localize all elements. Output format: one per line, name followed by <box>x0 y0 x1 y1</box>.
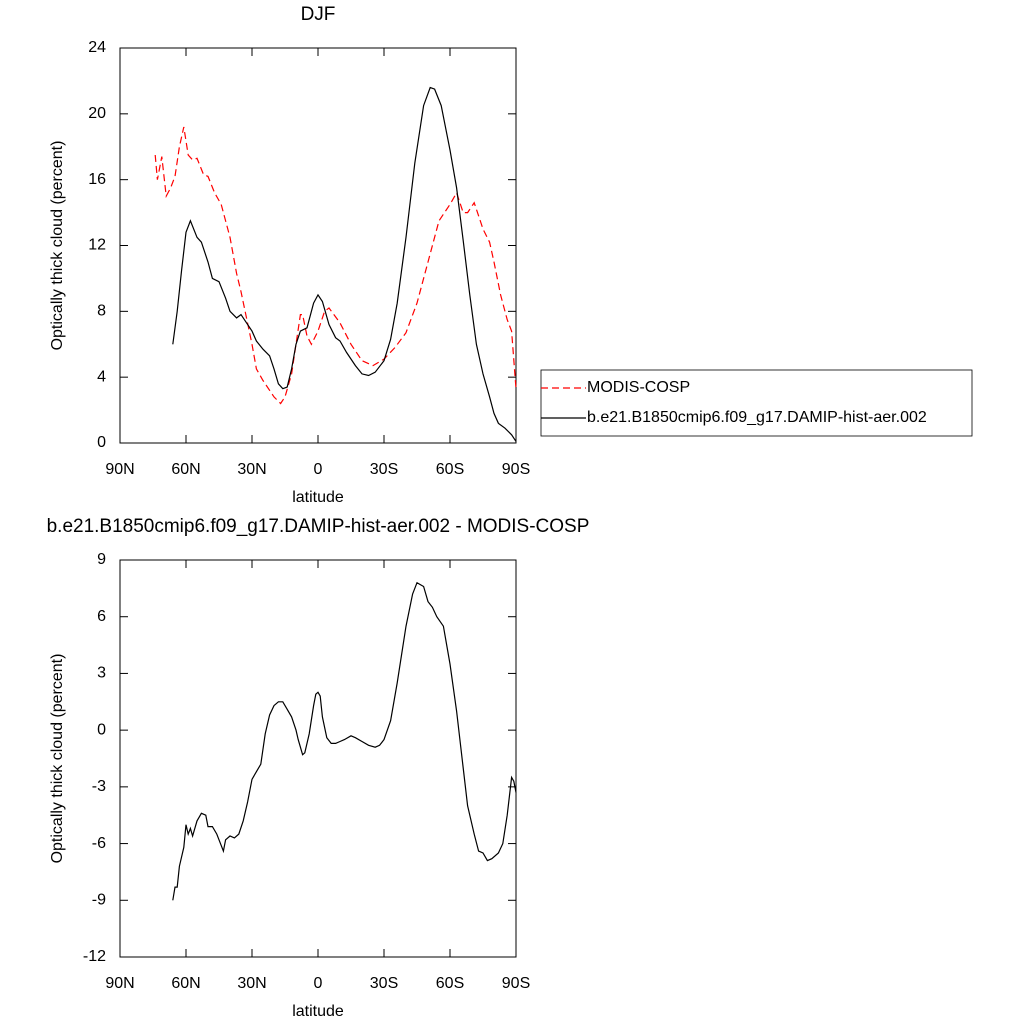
x-axis-label: latitude <box>292 1003 344 1020</box>
legend-label: b.e21.B1850cmip6.f09_g17.DAMIP-hist-aer.… <box>587 409 927 426</box>
y-tick-label: 4 <box>97 368 106 385</box>
x-axis-label: latitude <box>292 489 344 506</box>
y-tick-label: 0 <box>97 434 106 451</box>
y-tick-label: 24 <box>88 39 106 56</box>
legend-label: MODIS-COSP <box>587 379 690 396</box>
y-tick-label: 8 <box>97 303 106 320</box>
legend-box <box>540 369 973 437</box>
data-line <box>172 86 517 442</box>
data-line <box>172 581 517 901</box>
y-tick-label: 3 <box>97 665 106 682</box>
x-tick-label: 60N <box>171 461 200 478</box>
y-axis-label: Optically thick cloud (percent) <box>49 654 66 864</box>
plot-frame <box>119 47 517 444</box>
y-tick-label: 20 <box>88 105 106 122</box>
y-tick-label: -6 <box>92 835 106 852</box>
y-tick-label: -3 <box>92 778 106 795</box>
x-tick-label: 90N <box>105 461 134 478</box>
x-tick-label: 30N <box>237 975 266 992</box>
y-tick-label: 0 <box>97 721 106 738</box>
chart-title: b.e21.B1850cmip6.f09_g17.DAMIP-hist-aer.… <box>47 516 590 537</box>
x-tick-label: 60S <box>436 461 464 478</box>
chart-title: DJF <box>301 4 336 25</box>
x-tick-label: 90N <box>105 975 134 992</box>
y-axis-label: Optically thick cloud (percent) <box>49 141 66 351</box>
x-tick-label: 90S <box>502 975 530 992</box>
x-tick-label: 30N <box>237 461 266 478</box>
y-tick-label: -9 <box>92 892 106 909</box>
x-tick-label: 90S <box>502 461 530 478</box>
plot-frame <box>119 559 517 958</box>
x-tick-label: 60S <box>436 975 464 992</box>
x-tick-label: 30S <box>370 461 398 478</box>
x-tick-label: 60N <box>171 975 200 992</box>
y-tick-label: 9 <box>97 551 106 568</box>
y-tick-label: 16 <box>88 171 106 188</box>
data-line <box>154 126 517 405</box>
y-tick-label: -12 <box>83 948 106 965</box>
x-tick-label: 30S <box>370 975 398 992</box>
x-tick-label: 0 <box>314 461 323 478</box>
y-tick-label: 6 <box>97 608 106 625</box>
x-tick-label: 0 <box>314 975 323 992</box>
y-tick-label: 12 <box>88 237 106 254</box>
